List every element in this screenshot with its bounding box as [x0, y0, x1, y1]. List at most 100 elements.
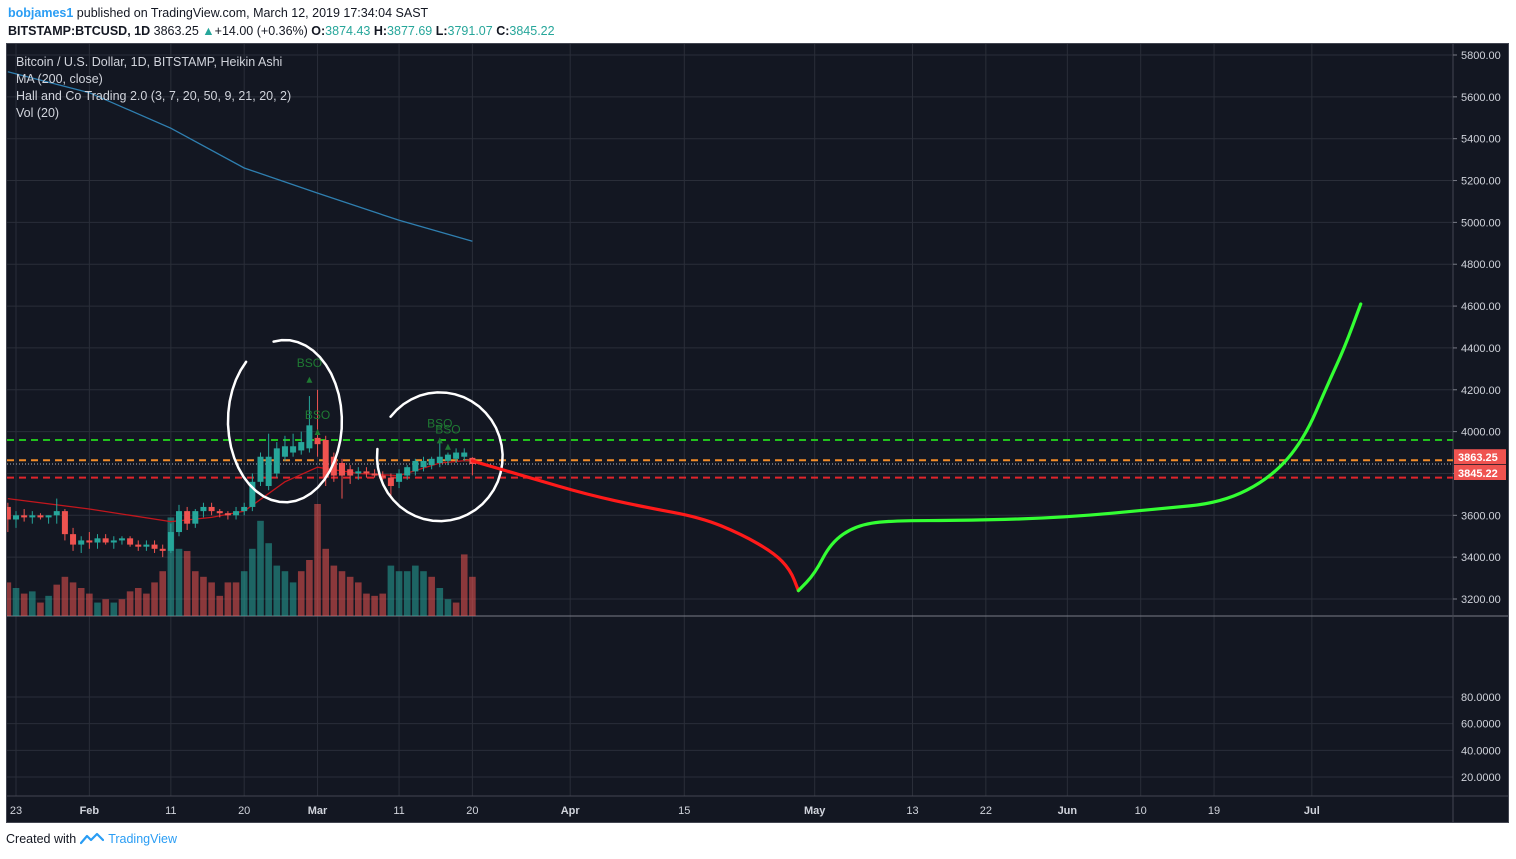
volume-bar: [45, 595, 52, 616]
price-tick-label: 5600.00: [1461, 92, 1501, 104]
time-tick-label: 20: [466, 805, 478, 817]
time-tick-label: 15: [678, 805, 690, 817]
ma200-line: [7, 71, 473, 242]
last-price: 3863.25: [153, 24, 199, 38]
open-value: 3874.43: [325, 24, 371, 38]
candle-body: [184, 511, 191, 524]
created-with-text: Created with: [6, 832, 77, 846]
close-value: 3845.22: [509, 24, 555, 38]
legend-symbol: Bitcoin / U.S. Dollar, 1D, BITSTAMP, Hei…: [16, 55, 283, 69]
time-tick-label: May: [804, 805, 826, 817]
candle-body: [216, 511, 223, 514]
price-tick-label: 5400.00: [1461, 134, 1501, 146]
last-price-tag-bg: [1454, 449, 1506, 465]
author-link[interactable]: bobjames1: [8, 6, 74, 20]
volume-bar: [240, 571, 248, 616]
time-tick-label: 10: [1135, 805, 1147, 817]
volume-bar: [306, 560, 313, 616]
time-tick-label: 19: [1208, 805, 1220, 817]
price-tick-label: 5800.00: [1461, 50, 1501, 62]
volume-bar: [77, 588, 85, 616]
candle-body: [61, 511, 68, 535]
volume-bar: [297, 571, 305, 616]
volume-bar: [61, 576, 69, 616]
published-text: published on TradingView.com, March 12, …: [76, 6, 429, 20]
price-tick-label: 3400.00: [1461, 552, 1501, 564]
price-tick-label: 5200.00: [1461, 176, 1501, 188]
price-tick-label: 4400.00: [1461, 343, 1501, 355]
price-tick-label: 4200.00: [1461, 385, 1501, 397]
candle-body: [420, 460, 427, 468]
candle-body: [371, 473, 378, 476]
candle-body: [387, 477, 394, 487]
legend-indicator: Hall and Co Trading 2.0 (3, 7, 20, 50, 9…: [16, 89, 292, 103]
time-tick-label: Jul: [1304, 805, 1320, 817]
candle-body: [314, 437, 321, 445]
candle-body: [322, 439, 329, 478]
bso-signal-label: BSO: [435, 423, 460, 437]
candle-body: [339, 463, 345, 476]
candle-body: [363, 471, 370, 474]
volume-bar: [257, 520, 264, 616]
volume-bar: [379, 593, 387, 616]
candle-body: [412, 460, 419, 472]
candle-body: [298, 442, 305, 451]
time-tick-label: Mar: [308, 805, 328, 817]
candle-body: [167, 532, 174, 551]
candle-body: [200, 506, 207, 512]
close-price-tag: 3845.22: [1458, 468, 1498, 480]
price-chart[interactable]: BSOBSOBSOBSO5800.005600.005400.005200.00…: [7, 44, 1508, 822]
volume-bar: [12, 588, 20, 616]
volume-bar: [192, 571, 199, 616]
volume-bar: [249, 548, 256, 616]
volume-bar: [460, 554, 468, 616]
candle-body: [444, 454, 451, 461]
up-arrow-icon: ▲: [202, 24, 215, 38]
volume-bar: [151, 582, 158, 616]
bso-arrow-icon: [436, 437, 443, 444]
time-tick-label: Feb: [80, 805, 100, 817]
bso-signal-label: BSO: [297, 356, 322, 370]
volume-bar: [175, 548, 183, 616]
price-tick-label: 4600.00: [1461, 301, 1501, 313]
volume-bar: [208, 582, 215, 616]
volume-bar: [330, 565, 338, 616]
volume-bar: [183, 551, 191, 616]
volume-bar: [167, 517, 175, 616]
forecast-drop-drawing: [470, 459, 800, 593]
bso-signal-label: BSO: [305, 408, 330, 422]
candle-body: [273, 448, 280, 474]
chart-frame[interactable]: BSO BSO BSO BSO 5800.00 5600.00 5400.00 5200.00…: [6, 43, 1509, 823]
volume-tick-label: 40.0000: [1461, 745, 1501, 757]
candle-body: [102, 538, 109, 543]
volume-bar: [420, 571, 427, 616]
candle-body: [265, 456, 272, 487]
volume-bar: [118, 599, 126, 616]
price-change: +14.00 (+0.36%): [214, 24, 308, 38]
volume-bar: [134, 588, 142, 616]
candle-body: [436, 456, 443, 463]
bso-arrow-icon: [314, 429, 321, 436]
candle-body: [404, 467, 411, 476]
tradingview-brand-link[interactable]: TradingView: [108, 832, 177, 846]
volume-bar: [387, 565, 395, 616]
volume-bar: [322, 548, 329, 616]
time-tick-label: 11: [165, 805, 176, 817]
volume-bar: [363, 593, 370, 616]
indicator-line: [7, 459, 473, 523]
candle-body: [159, 548, 166, 551]
volume-bar: [224, 582, 232, 616]
candle-body: [290, 446, 297, 453]
volume-bar: [355, 582, 362, 616]
candle-body: [78, 540, 85, 545]
last-price-tag: 3863.25: [1458, 452, 1498, 464]
candle-body: [118, 538, 125, 541]
candle-body: [224, 513, 231, 516]
time-tick-label: 20: [238, 805, 250, 817]
volume-bar: [216, 595, 224, 616]
volume-bar: [265, 543, 272, 616]
volume-bar: [403, 571, 411, 616]
volume-bar: [7, 582, 12, 616]
bso-arrow-icon: [444, 443, 451, 450]
volume-bar: [232, 582, 240, 616]
